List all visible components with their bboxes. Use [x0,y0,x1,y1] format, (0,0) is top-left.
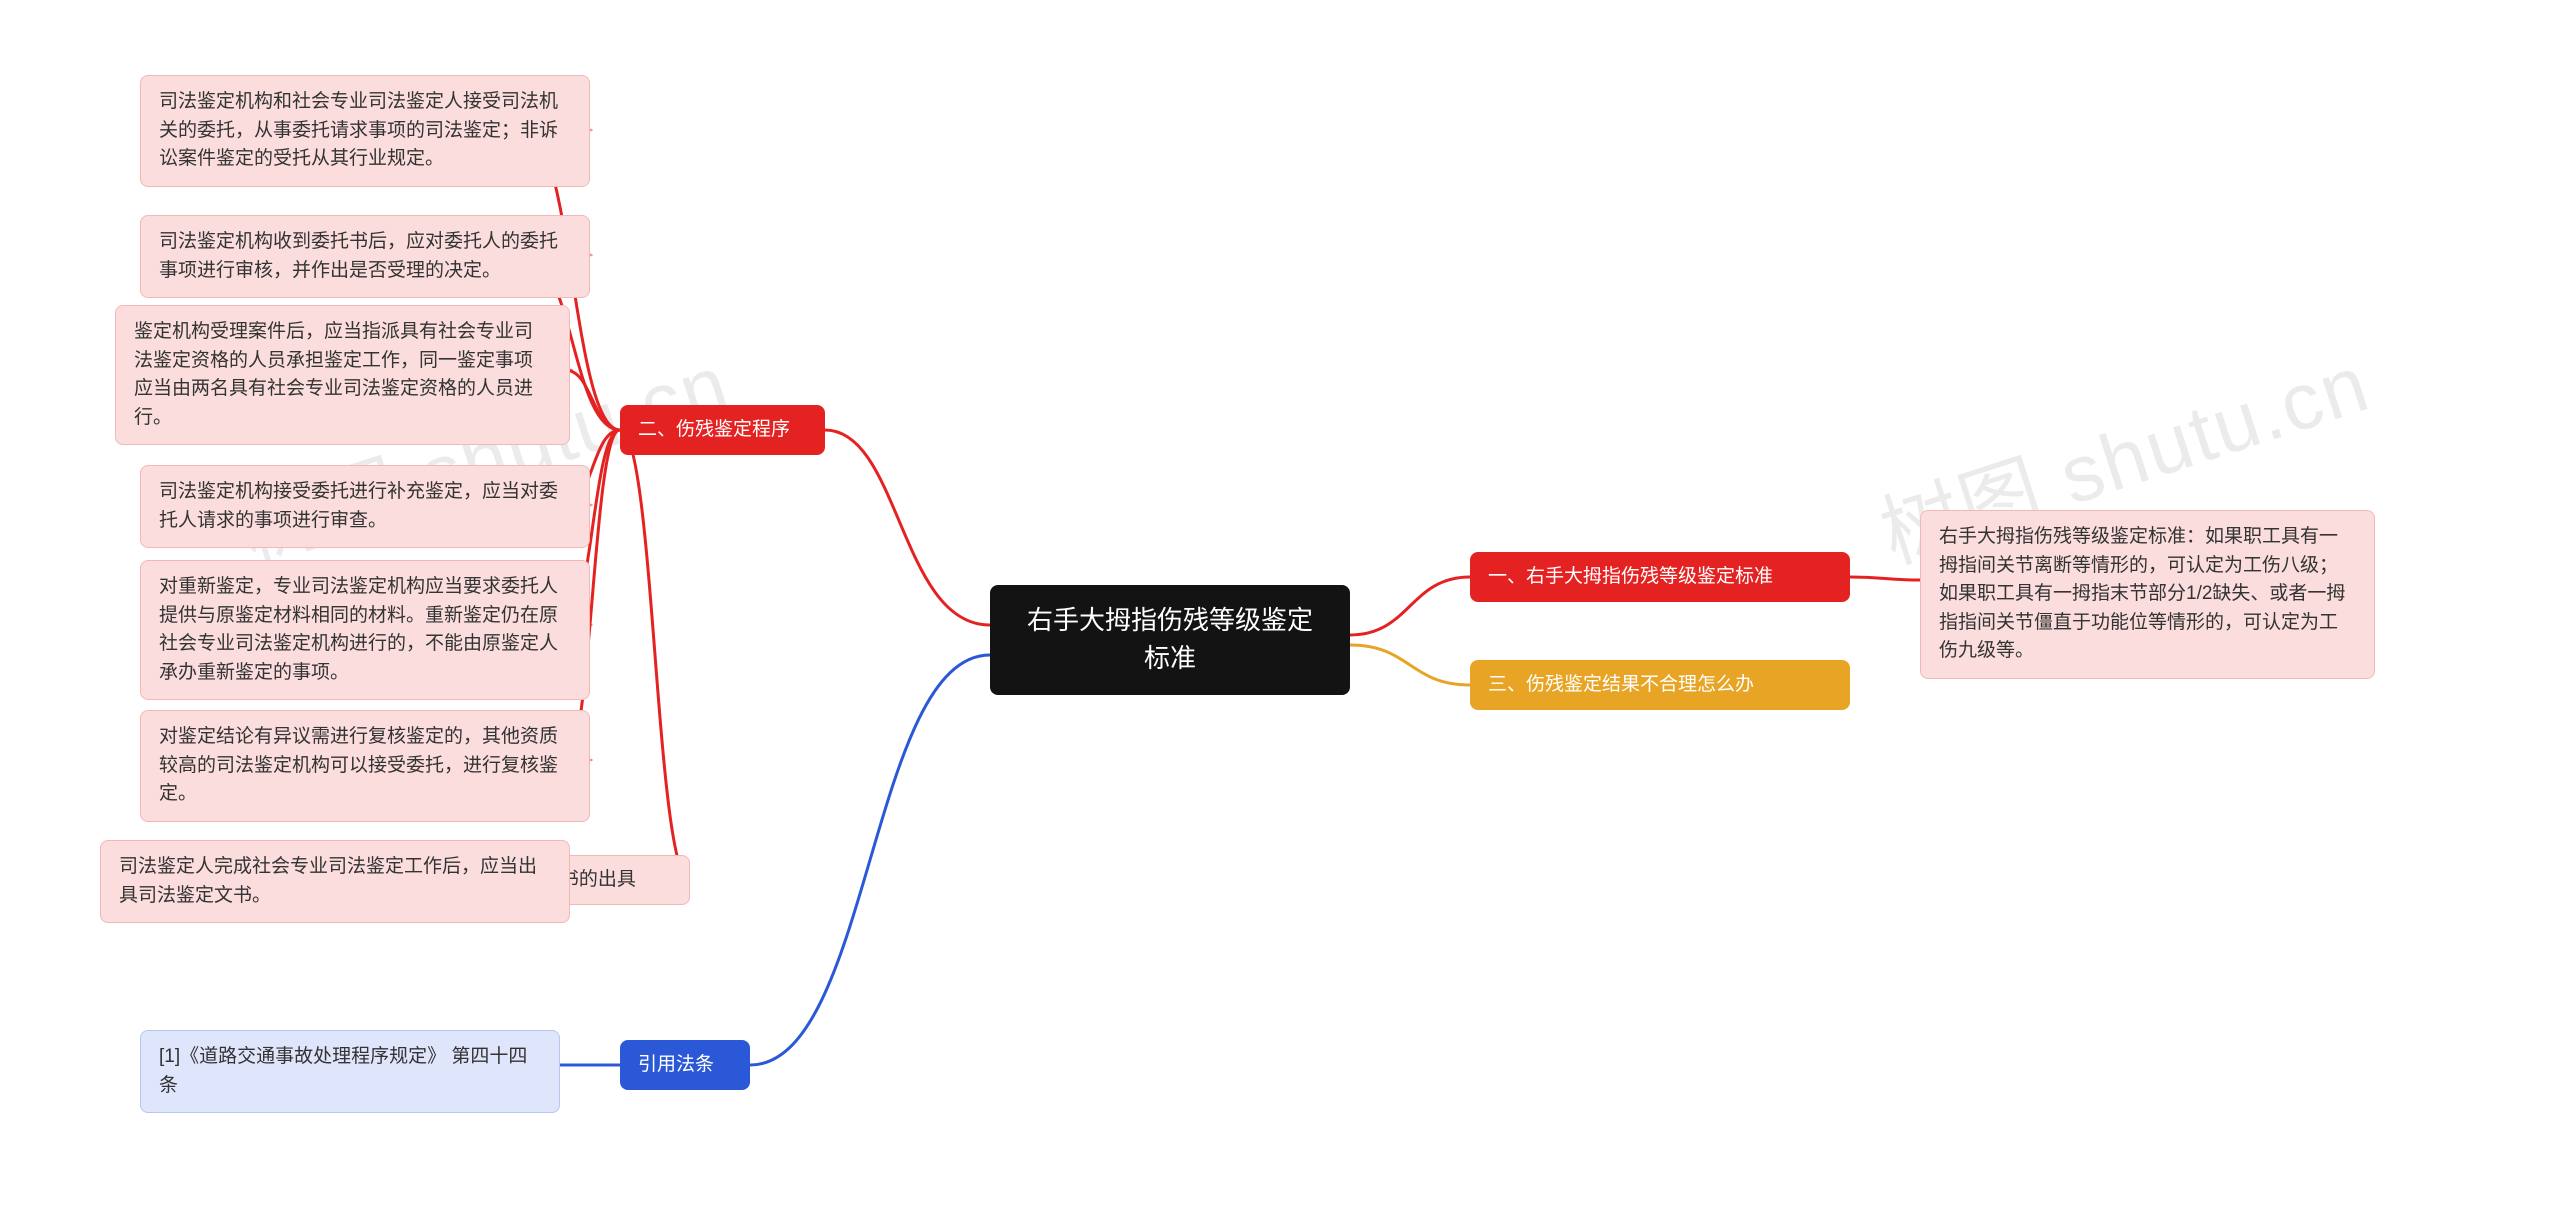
section-1-leaf-text: 右手大拇指伤残等级鉴定标准：如果职工具有一拇指间关节离断等情形的，可认定为工伤八… [1939,523,2356,666]
s2-item-leaf: 司法鉴定机构接受委托进行补充鉴定，应当对委托人请求的事项进行审查。 [140,465,590,548]
section-1-label: 一、右手大拇指伤残等级鉴定标准 [1488,563,1773,592]
section-3-label: 三、伤残鉴定结果不合理怎么办 [1488,671,1754,700]
section-2-node: 二、伤残鉴定程序 [620,405,825,455]
section-1-leaf: 右手大拇指伤残等级鉴定标准：如果职工具有一拇指间关节离断等情形的，可认定为工伤八… [1920,510,2375,679]
law-leaf-text: [1]《道路交通事故处理程序规定》 第四十四条 [159,1043,541,1100]
s2-item-leaf: 司法鉴定机构收到委托书后，应对委托人的委托事项进行审核，并作出是否受理的决定。 [140,215,590,298]
section-3-node: 三、伤残鉴定结果不合理怎么办 [1470,660,1850,710]
center-text: 右手大拇指伤残等级鉴定标准 [1018,602,1322,677]
s2-item-leaf: 对重新鉴定，专业司法鉴定机构应当要求委托人提供与原鉴定材料相同的材料。重新鉴定仍… [140,560,590,700]
law-node: 引用法条 [620,1040,750,1090]
law-leaf: [1]《道路交通事故处理程序规定》 第四十四条 [140,1030,560,1113]
s2-item-leaf: 司法鉴定机构和社会专业司法鉴定人接受司法机关的委托，从事委托请求事项的司法鉴定；… [140,75,590,187]
law-label: 引用法条 [638,1051,714,1080]
section-2-label: 二、伤残鉴定程序 [638,416,790,445]
s2-item-leaf: 司法鉴定人完成社会专业司法鉴定工作后，应当出具司法鉴定文书。 [100,840,570,923]
center-node: 右手大拇指伤残等级鉴定标准 [990,585,1350,695]
s2-item-leaf: 对鉴定结论有异议需进行复核鉴定的，其他资质较高的司法鉴定机构可以接受委托，进行复… [140,710,590,822]
s2-item-leaf: 鉴定机构受理案件后，应当指派具有社会专业司法鉴定资格的人员承担鉴定工作，同一鉴定… [115,305,570,445]
section-1-node: 一、右手大拇指伤残等级鉴定标准 [1470,552,1850,602]
